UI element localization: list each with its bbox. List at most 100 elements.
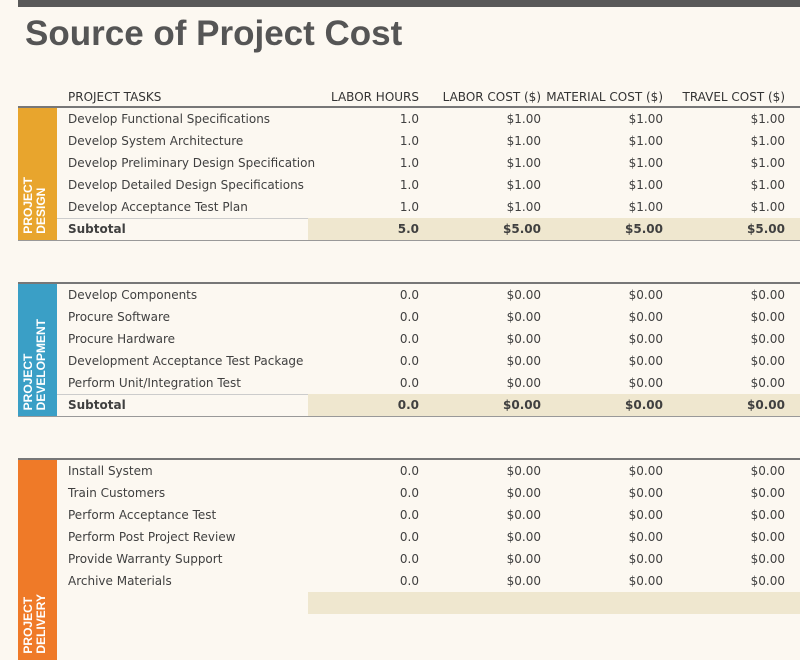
value-cell: $0.00: [506, 486, 541, 500]
value-cell: $0.00: [750, 530, 785, 544]
task-cell: Develop Detailed Design Specifications: [68, 178, 304, 192]
task-cell: Archive Materials: [68, 574, 172, 588]
value-cell: 0.0: [399, 530, 419, 544]
value-cell: $0.00: [506, 310, 541, 324]
value-cell: $0.00: [750, 552, 785, 566]
subtotal-cell: $5.00: [625, 222, 663, 236]
value-cell: $1.00: [750, 134, 785, 148]
subtotal-fill: [308, 218, 800, 240]
value-cell: $0.00: [506, 376, 541, 390]
section-top-rule: [18, 458, 800, 460]
value-cell: $0.00: [628, 530, 663, 544]
value-cell: $0.00: [628, 376, 663, 390]
value-cell: $0.00: [506, 332, 541, 346]
title: Source of Project Cost: [25, 14, 403, 53]
value-cell: $1.00: [628, 112, 663, 126]
task-cell: Perform Acceptance Test: [68, 508, 217, 522]
section-band: PROJECT DESIGN: [18, 108, 57, 240]
value-cell: $0.00: [506, 288, 541, 302]
value-cell: $0.00: [628, 354, 663, 368]
task-cell: Perform Post Project Review: [68, 530, 236, 544]
value-cell: $1.00: [750, 200, 785, 214]
subtotal-cell: $0.00: [503, 398, 541, 412]
value-cell: $0.00: [628, 552, 663, 566]
value-cell: $0.00: [750, 310, 785, 324]
value-cell: $1.00: [628, 156, 663, 170]
column-header: TRAVEL COST ($): [682, 90, 786, 104]
value-cell: $0.00: [506, 464, 541, 478]
subtotal-cell: $0.00: [747, 398, 785, 412]
value-cell: 1.0: [399, 178, 419, 192]
task-cell: Development Acceptance Test Package: [68, 354, 304, 368]
value-cell: 0.0: [399, 332, 419, 346]
section-bottom-rule: [18, 240, 800, 241]
value-cell: $1.00: [506, 112, 541, 126]
task-cell: Train Customers: [68, 486, 166, 500]
subtotal-cell: $5.00: [503, 222, 541, 236]
value-cell: $0.00: [628, 486, 663, 500]
section-band: PROJECT DEVELOPMENT: [18, 284, 57, 416]
section-band: PROJECT DELIVERY: [18, 460, 57, 660]
value-cell: $0.00: [628, 288, 663, 302]
task-cell: Develop System Architecture: [68, 134, 244, 148]
value-cell: 0.0: [399, 354, 419, 368]
subtotal-rule: [57, 394, 308, 395]
section-label: PROJECT DELIVERY: [21, 594, 48, 654]
value-cell: 1.0: [399, 200, 419, 214]
task-cell: Procure Hardware: [68, 332, 176, 346]
value-cell: 0.0: [399, 552, 419, 566]
subtotal-cell: 5.0: [397, 222, 419, 236]
column-header: MATERIAL COST ($): [546, 90, 663, 104]
subtotal-cell: Subtotal: [68, 222, 126, 236]
value-cell: $0.00: [506, 354, 541, 368]
subtotal-cell: Subtotal: [68, 398, 126, 412]
task-cell: Provide Warranty Support: [68, 552, 223, 566]
value-cell: $0.00: [628, 464, 663, 478]
value-cell: $1.00: [750, 178, 785, 192]
value-cell: 0.0: [399, 310, 419, 324]
value-cell: $0.00: [750, 376, 785, 390]
subtotal-fill: [308, 394, 800, 416]
section-label-line: DEVELOPMENT: [34, 318, 48, 410]
value-cell: 1.0: [399, 112, 419, 126]
value-cell: $0.00: [506, 508, 541, 522]
task-cell: Develop Functional Specifications: [68, 112, 271, 126]
top-bar: [18, 0, 800, 7]
value-cell: $0.00: [506, 530, 541, 544]
value-cell: $1.00: [506, 200, 541, 214]
value-cell: 1.0: [399, 156, 419, 170]
section-label: PROJECT DESIGN: [21, 177, 48, 234]
page: Source of Project Cost PROJECT TASKS LABO…: [18, 0, 800, 660]
value-cell: $0.00: [750, 332, 785, 346]
value-cell: $0.00: [750, 508, 785, 522]
section-label: PROJECT DEVELOPMENT: [21, 318, 48, 410]
subtotal-cell: $0.00: [625, 398, 663, 412]
subtotal-cell: 0.0: [397, 398, 419, 412]
task-cell: Develop Components: [68, 288, 198, 302]
value-cell: $1.00: [750, 112, 785, 126]
task-cell: Procure Software: [68, 310, 171, 324]
task-cell: Develop Preliminary Design Specification: [68, 156, 316, 170]
value-cell: $1.00: [628, 200, 663, 214]
value-cell: 0.0: [399, 464, 419, 478]
subtotal-rule: [57, 218, 308, 219]
value-cell: $0.00: [750, 574, 785, 588]
section-bottom-rule: [18, 416, 800, 417]
value-cell: $1.00: [628, 178, 663, 192]
column-header: LABOR HOURS: [331, 90, 419, 104]
value-cell: 1.0: [399, 134, 419, 148]
value-cell: $0.00: [506, 574, 541, 588]
column-header: LABOR COST ($): [442, 90, 541, 104]
value-cell: $0.00: [506, 552, 541, 566]
value-cell: 0.0: [399, 508, 419, 522]
section-label-line: DELIVERY: [34, 594, 48, 654]
value-cell: $0.00: [628, 332, 663, 346]
subtotal-fill: [308, 592, 800, 614]
value-cell: $1.00: [506, 178, 541, 192]
section-label-line: PROJECT: [21, 597, 35, 654]
value-cell: $0.00: [628, 574, 663, 588]
value-cell: 0.0: [399, 376, 419, 390]
value-cell: $0.00: [750, 464, 785, 478]
value-cell: $0.00: [750, 486, 785, 500]
value-cell: $1.00: [506, 156, 541, 170]
